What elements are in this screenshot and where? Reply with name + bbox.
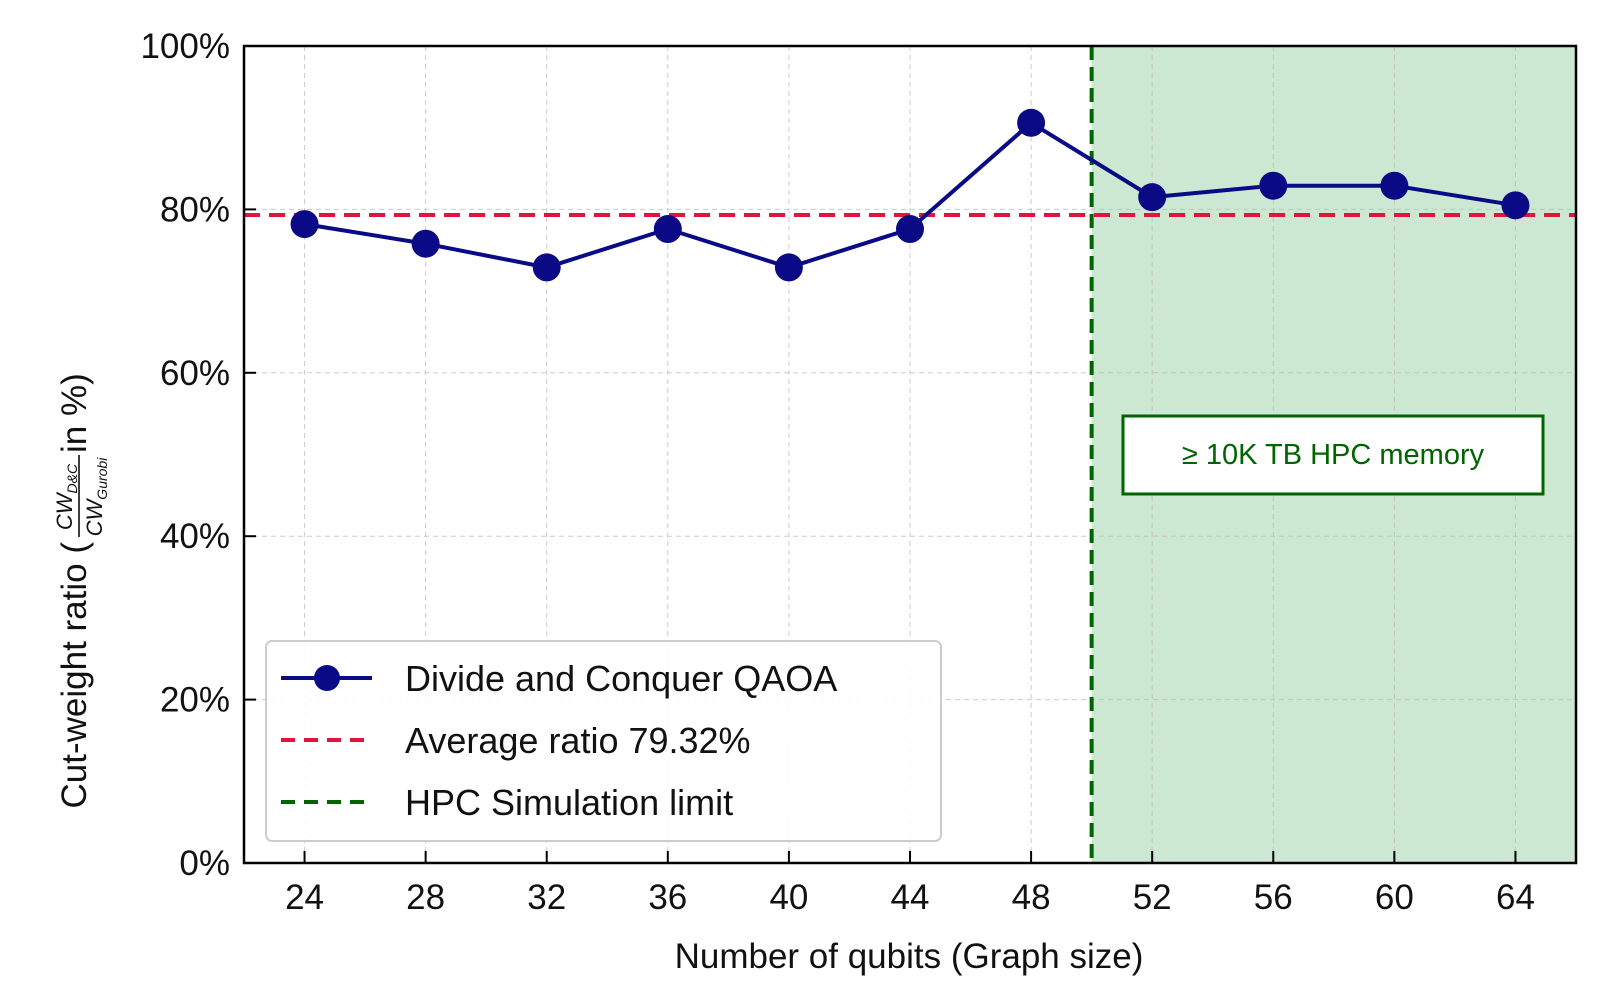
x-tick-label: 48	[1012, 878, 1051, 917]
data-point	[411, 229, 440, 258]
data-point	[1017, 108, 1046, 137]
x-tick-label: 64	[1496, 878, 1535, 917]
y-tick-label: 60%	[160, 354, 230, 393]
x-tick-label: 56	[1254, 878, 1293, 917]
data-point	[290, 210, 319, 239]
y-tick-label: 0%	[179, 844, 230, 883]
annotation-frame	[1121, 414, 1545, 496]
x-axis-title: Number of qubits (Graph size)	[675, 937, 1144, 976]
x-tick-label: 36	[648, 878, 687, 917]
data-point	[774, 253, 803, 282]
legend: Divide and Conquer QAOA Average ratio 79…	[265, 640, 942, 842]
data-point	[1501, 191, 1530, 220]
data-point	[532, 253, 561, 282]
x-tick-label: 60	[1375, 878, 1414, 917]
annotation-text: ≥ 10K TB HPC memory	[1182, 439, 1485, 471]
y-tick-label: 80%	[160, 190, 230, 229]
y-axis-title: Cut-weight ratio ( CWD&C CWGurobi in %)	[52, 373, 110, 808]
y-tick-label: 20%	[160, 681, 230, 720]
series-layer	[290, 108, 1530, 282]
reference-lines-layer	[244, 46, 1576, 863]
legend-swatch-marker	[314, 665, 340, 691]
data-point	[1380, 171, 1409, 200]
data-point	[653, 215, 682, 244]
ticks-layer: 24 28 32 36 40 44 48 52 56 60 64 0% 20% 40% 60% 80% 100%	[140, 27, 1534, 917]
numerator-subscript: D&C	[64, 463, 80, 493]
y-tick-label: 40%	[160, 517, 230, 556]
x-tick-label: 32	[527, 878, 566, 917]
y-axis-title-prefix: Cut-weight ratio (	[55, 542, 94, 809]
y-axis-title-numerator: CWD&C	[52, 463, 80, 530]
numerator-text: CW	[52, 491, 77, 530]
x-tick-label: 40	[769, 878, 808, 917]
annotation-box: ≥ 10K TB HPC memory	[1121, 414, 1545, 496]
y-axis-title-denominator: CWGurobi	[82, 457, 110, 537]
x-tick-label: 44	[891, 878, 930, 917]
x-tick-label: 24	[285, 878, 324, 917]
legend-label-average: Average ratio 79.32%	[405, 720, 751, 761]
x-tick-label: 52	[1133, 878, 1172, 917]
legend-frame	[265, 640, 942, 842]
data-point	[896, 215, 924, 244]
data-point	[1259, 171, 1288, 200]
denominator-text: CW	[82, 497, 107, 536]
denominator-subscript: Gurobi	[94, 457, 110, 500]
legend-label-hpc-limit: HPC Simulation limit	[405, 782, 733, 823]
data-point	[1138, 183, 1167, 212]
y-tick-label: 100%	[140, 27, 230, 66]
x-tick-label: 28	[406, 878, 445, 917]
y-axis-title-suffix: in %)	[55, 373, 94, 453]
legend-label-series: Divide and Conquer QAOA	[405, 658, 837, 699]
